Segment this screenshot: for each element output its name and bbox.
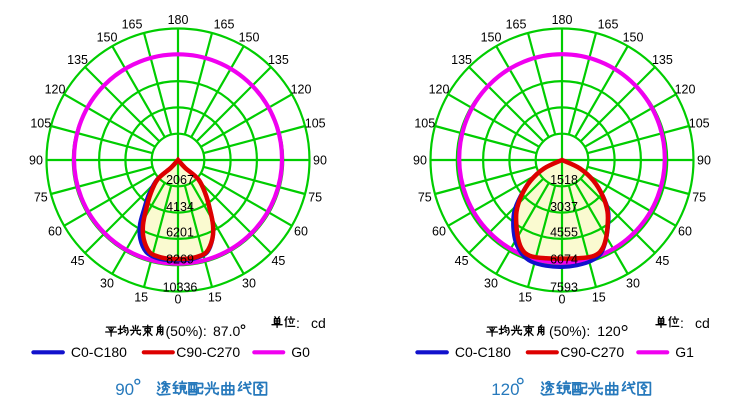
svg-text:135: 135: [268, 53, 289, 67]
svg-text:90: 90: [29, 154, 43, 168]
svg-text:45: 45: [455, 254, 469, 268]
svg-text:150: 150: [481, 31, 502, 45]
svg-text:60: 60: [294, 225, 308, 239]
svg-text:120: 120: [675, 83, 696, 97]
svg-text:(50%):: (50%):: [549, 323, 590, 339]
svg-text:45: 45: [71, 254, 85, 268]
svg-text:15: 15: [208, 291, 222, 305]
svg-text:180: 180: [552, 13, 573, 27]
svg-text:30: 30: [242, 277, 256, 291]
svg-text:7593: 7593: [550, 281, 578, 295]
svg-text:165: 165: [122, 17, 143, 31]
svg-text:30: 30: [626, 277, 640, 291]
svg-text:165: 165: [598, 17, 619, 31]
svg-text:105: 105: [30, 117, 51, 131]
svg-text:120: 120: [491, 380, 519, 399]
svg-text:135: 135: [451, 53, 472, 67]
svg-text:4134: 4134: [166, 200, 194, 214]
svg-text:6074: 6074: [550, 253, 578, 267]
svg-text:90: 90: [413, 154, 427, 168]
svg-text:90: 90: [313, 154, 327, 168]
svg-text:1518: 1518: [550, 173, 578, 187]
svg-text:(50%):: (50%):: [166, 323, 207, 339]
svg-text:90: 90: [697, 154, 711, 168]
svg-text:4555: 4555: [550, 225, 578, 239]
svg-text:180: 180: [168, 13, 189, 27]
svg-text:30: 30: [100, 277, 114, 291]
svg-text:G0: G0: [291, 344, 310, 360]
svg-text:165: 165: [214, 17, 235, 31]
svg-text:10336: 10336: [163, 281, 198, 295]
svg-text::: :: [680, 315, 684, 331]
svg-text:C90-C270: C90-C270: [176, 344, 240, 360]
svg-text:75: 75: [34, 190, 48, 204]
svg-text:cd: cd: [311, 315, 326, 331]
svg-text:120: 120: [291, 83, 312, 97]
svg-text:150: 150: [97, 31, 118, 45]
svg-text:cd: cd: [695, 315, 710, 331]
svg-text:15: 15: [592, 291, 606, 305]
svg-text:120: 120: [597, 323, 621, 339]
svg-text:90: 90: [115, 380, 134, 399]
svg-text:45: 45: [271, 254, 285, 268]
svg-text:75: 75: [692, 190, 706, 204]
svg-text:0: 0: [175, 293, 182, 307]
svg-text:C0-C180: C0-C180: [455, 344, 511, 360]
svg-text:135: 135: [652, 53, 673, 67]
svg-text::: :: [296, 315, 300, 331]
svg-text:150: 150: [623, 31, 644, 45]
svg-text:165: 165: [506, 17, 527, 31]
svg-text:60: 60: [678, 225, 692, 239]
svg-text:120: 120: [45, 83, 66, 97]
svg-text:105: 105: [305, 117, 326, 131]
svg-text:G1: G1: [675, 344, 694, 360]
svg-text:120: 120: [429, 83, 450, 97]
svg-text:2067: 2067: [166, 173, 194, 187]
svg-text:8269: 8269: [166, 253, 194, 267]
svg-text:C90-C270: C90-C270: [560, 344, 624, 360]
svg-text:75: 75: [418, 190, 432, 204]
svg-text:30: 30: [484, 277, 498, 291]
svg-text:60: 60: [432, 225, 446, 239]
svg-text:150: 150: [239, 31, 260, 45]
svg-text:75: 75: [308, 190, 322, 204]
svg-text:3037: 3037: [550, 200, 578, 214]
svg-text:0: 0: [559, 293, 566, 307]
svg-text:105: 105: [414, 117, 435, 131]
svg-text:45: 45: [655, 254, 669, 268]
svg-text:105: 105: [689, 117, 710, 131]
svg-text:15: 15: [518, 291, 532, 305]
svg-text:15: 15: [134, 291, 148, 305]
svg-text:87.0: 87.0: [213, 323, 240, 339]
svg-text:C0-C180: C0-C180: [71, 344, 127, 360]
svg-text:6201: 6201: [166, 225, 194, 239]
svg-text:135: 135: [67, 53, 88, 67]
svg-text:60: 60: [48, 225, 62, 239]
